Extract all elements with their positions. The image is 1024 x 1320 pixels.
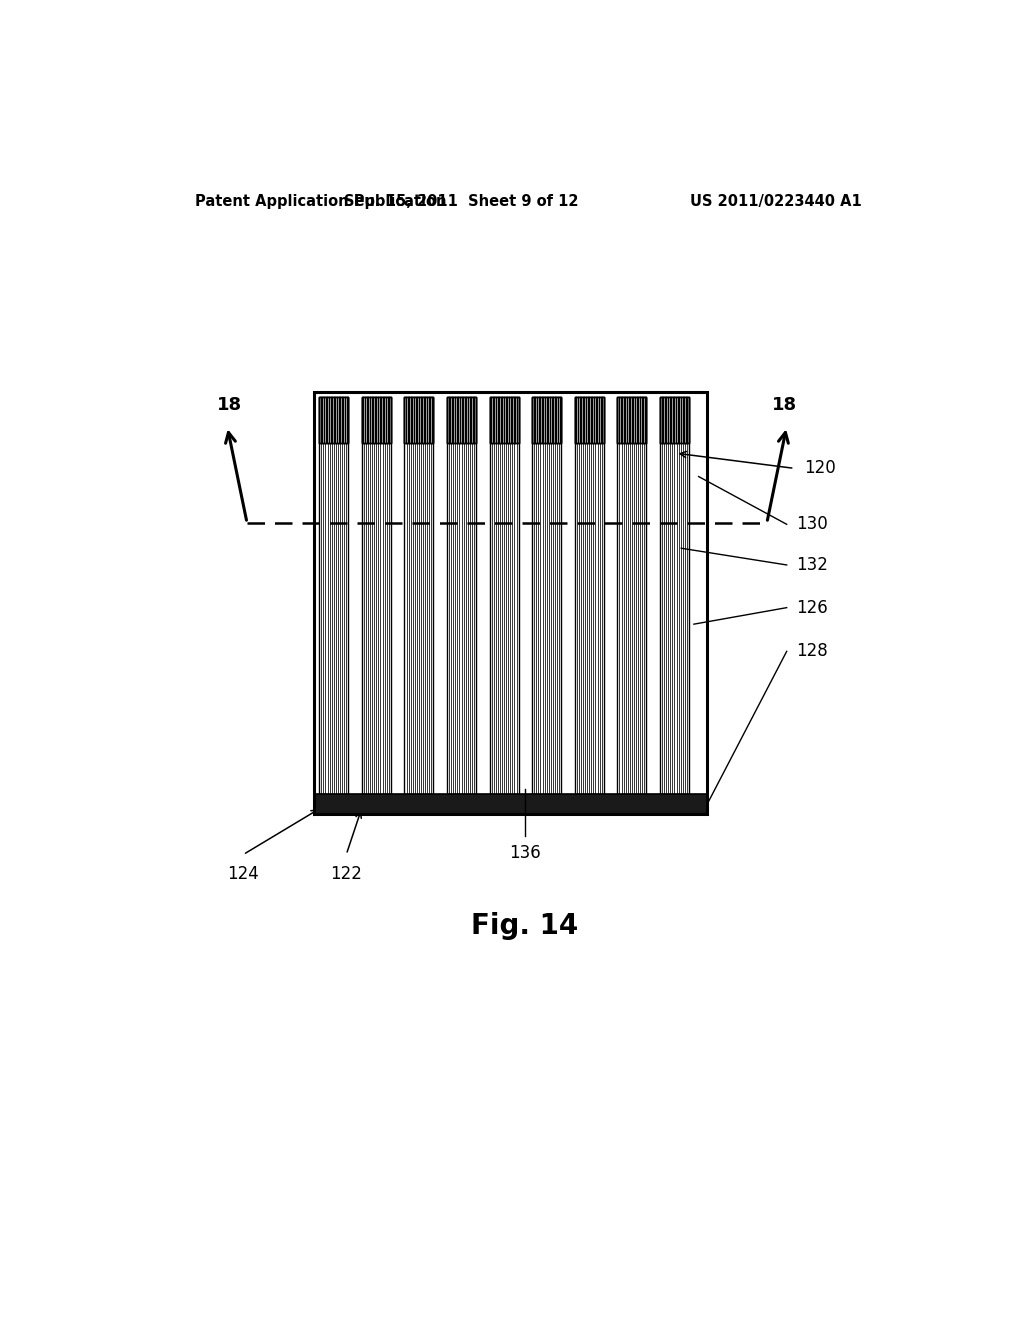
Bar (574, 397, 604, 793)
Bar (532, 397, 561, 442)
Text: 122: 122 (331, 865, 362, 883)
Text: 136: 136 (510, 845, 542, 862)
Bar (660, 397, 689, 793)
Bar (319, 397, 348, 442)
Text: 124: 124 (227, 865, 259, 883)
Bar (447, 397, 476, 442)
Bar (319, 397, 348, 442)
Bar (404, 397, 433, 442)
Text: Fig. 14: Fig. 14 (471, 912, 579, 940)
Bar (361, 397, 391, 442)
Bar (532, 397, 561, 793)
Bar (447, 397, 476, 442)
Bar (314, 392, 708, 814)
Bar (617, 397, 646, 442)
Bar (404, 397, 433, 442)
Bar (532, 397, 561, 442)
Bar (361, 397, 391, 442)
Text: 18: 18 (772, 396, 797, 414)
Bar (319, 397, 348, 442)
Bar (489, 397, 518, 442)
Text: 130: 130 (797, 515, 828, 533)
Bar (532, 397, 561, 442)
Bar (489, 397, 518, 442)
Bar (660, 397, 689, 442)
Bar (447, 397, 476, 442)
Bar (361, 397, 391, 442)
Text: 132: 132 (797, 556, 828, 574)
Bar (660, 397, 689, 442)
Bar (574, 397, 604, 442)
Bar (319, 397, 348, 442)
Bar (574, 397, 604, 442)
Text: 128: 128 (797, 643, 828, 660)
Text: 120: 120 (804, 459, 836, 478)
Bar (447, 397, 476, 442)
Bar (660, 397, 689, 442)
Bar (361, 397, 391, 442)
Text: Patent Application Publication: Patent Application Publication (196, 194, 446, 209)
Bar (574, 397, 604, 442)
Bar (574, 397, 604, 442)
Bar (532, 397, 561, 442)
Bar (404, 397, 433, 793)
Bar (489, 397, 518, 442)
Bar (617, 397, 646, 442)
Bar (617, 397, 646, 793)
Bar (314, 793, 708, 814)
Bar (489, 397, 518, 793)
Text: 126: 126 (797, 599, 828, 616)
Text: 18: 18 (217, 396, 242, 414)
Bar (447, 397, 476, 793)
Bar (489, 397, 518, 442)
Bar (404, 397, 433, 442)
Bar (361, 397, 391, 793)
Bar (660, 397, 689, 442)
Bar (404, 397, 433, 442)
Bar (617, 397, 646, 442)
Bar (319, 397, 348, 793)
Bar (617, 397, 646, 442)
Text: US 2011/0223440 A1: US 2011/0223440 A1 (690, 194, 862, 209)
Text: Sep. 15, 2011  Sheet 9 of 12: Sep. 15, 2011 Sheet 9 of 12 (344, 194, 579, 209)
